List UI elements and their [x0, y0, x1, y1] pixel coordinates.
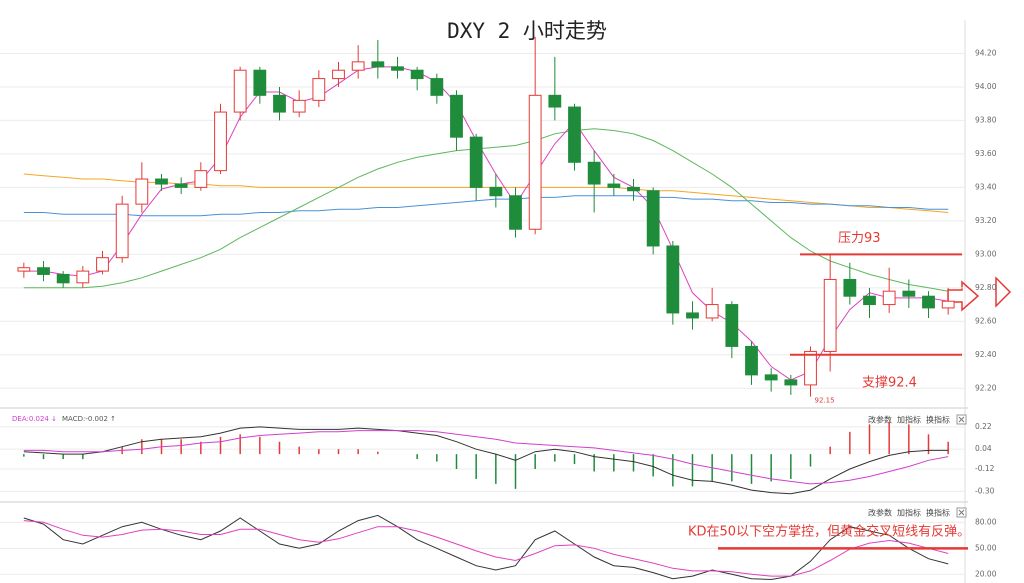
indicator-line [23, 430, 949, 485]
y-tick-label: -0.30 [975, 486, 995, 495]
candle-body [568, 106, 581, 163]
candle-body [489, 186, 503, 197]
y-tick-label: 94.00 [975, 82, 997, 91]
candle-body [194, 170, 208, 188]
y-tick-label: 92.80 [975, 283, 997, 292]
indicator-header: MACD:-0.002 ↑ [62, 415, 116, 423]
candle-body [351, 61, 365, 71]
candle-body [784, 379, 798, 386]
button[interactable]: 改参数 [868, 508, 892, 518]
candle-body [627, 186, 640, 192]
candle-body [646, 190, 660, 247]
candle-body [37, 267, 50, 275]
button[interactable]: 换指标 [926, 508, 950, 518]
y-tick-label: 93.00 [975, 249, 997, 258]
candle-body [548, 94, 562, 108]
candle-body [941, 300, 955, 309]
y-tick-label: 94.20 [975, 48, 997, 57]
candle-body [430, 78, 444, 96]
candle-body [391, 66, 404, 71]
candle-body [686, 312, 699, 319]
candle-body [666, 245, 680, 314]
candle-body [745, 345, 758, 376]
chart-title: DXY 2 小时走势 [447, 19, 607, 43]
candle-body [115, 203, 129, 259]
indicator-line [23, 514, 949, 581]
candle-body [155, 178, 168, 185]
candle-body [410, 69, 424, 80]
y-tick-label: 80.00 [975, 517, 997, 526]
candle-body [17, 267, 31, 272]
candle-body [371, 61, 385, 68]
candle-body [882, 290, 896, 306]
candle-body [292, 99, 306, 113]
y-tick-label: 93.60 [975, 149, 997, 158]
candle-body [587, 161, 601, 185]
candle-body [96, 257, 109, 272]
candle-body [902, 290, 916, 297]
y-tick-label: 50.00 [975, 543, 997, 552]
y-tick-label: 93.20 [975, 216, 997, 225]
candle-body [233, 69, 247, 113]
low-label: 92.15 [815, 397, 835, 405]
button[interactable]: 换指标 [926, 415, 950, 425]
candle-body [332, 69, 345, 80]
button[interactable]: 改参数 [868, 415, 892, 425]
y-tick-label: -0.12 [975, 464, 995, 473]
indicator-line [23, 520, 949, 577]
level-label: 支撑92.4 [862, 375, 917, 390]
candle-body [528, 94, 542, 230]
candle-body [823, 278, 837, 352]
candle-body [725, 304, 739, 347]
arrow-icon [995, 276, 1012, 308]
close-icon [958, 509, 965, 516]
candle-body [509, 195, 522, 230]
y-tick-label: 92.20 [975, 383, 997, 392]
indicator-line [23, 426, 949, 495]
y-tick-label: 0.04 [975, 444, 992, 453]
button[interactable]: 加指标 [897, 415, 921, 425]
y-tick-label: 93.40 [975, 182, 997, 191]
level-label: 压力93 [838, 231, 881, 246]
close-icon [958, 416, 965, 423]
candle-body [863, 295, 876, 306]
candle-body [56, 273, 70, 284]
candle-body [607, 183, 621, 188]
indicator-line [23, 128, 949, 292]
annotation: KD在50以下空方掌控，但黄金交叉短线有反弹。 [688, 524, 970, 540]
y-tick-label: 92.40 [975, 350, 997, 359]
indicator-line [23, 195, 949, 217]
y-tick-label: 20.00 [975, 569, 997, 578]
candle-body [273, 94, 286, 113]
candle-body [253, 69, 267, 96]
candle-body [174, 183, 188, 188]
y-tick-label: 0.22 [975, 422, 992, 431]
candle-body [922, 295, 935, 309]
candle-body [804, 350, 817, 386]
candle-body [764, 374, 778, 381]
candle-body [76, 270, 90, 284]
candle-body [705, 304, 719, 319]
candle-body [450, 94, 463, 138]
y-tick-label: 92.60 [975, 316, 997, 325]
candle-body [843, 278, 857, 297]
candle-body [214, 111, 227, 172]
y-tick-label: 93.80 [975, 115, 997, 124]
indicator-header: DEA:0.024 ↓ [12, 415, 57, 423]
button[interactable]: 加指标 [897, 508, 921, 518]
candle-body [312, 78, 326, 101]
candle-body [469, 136, 483, 188]
candle-body [135, 178, 149, 205]
